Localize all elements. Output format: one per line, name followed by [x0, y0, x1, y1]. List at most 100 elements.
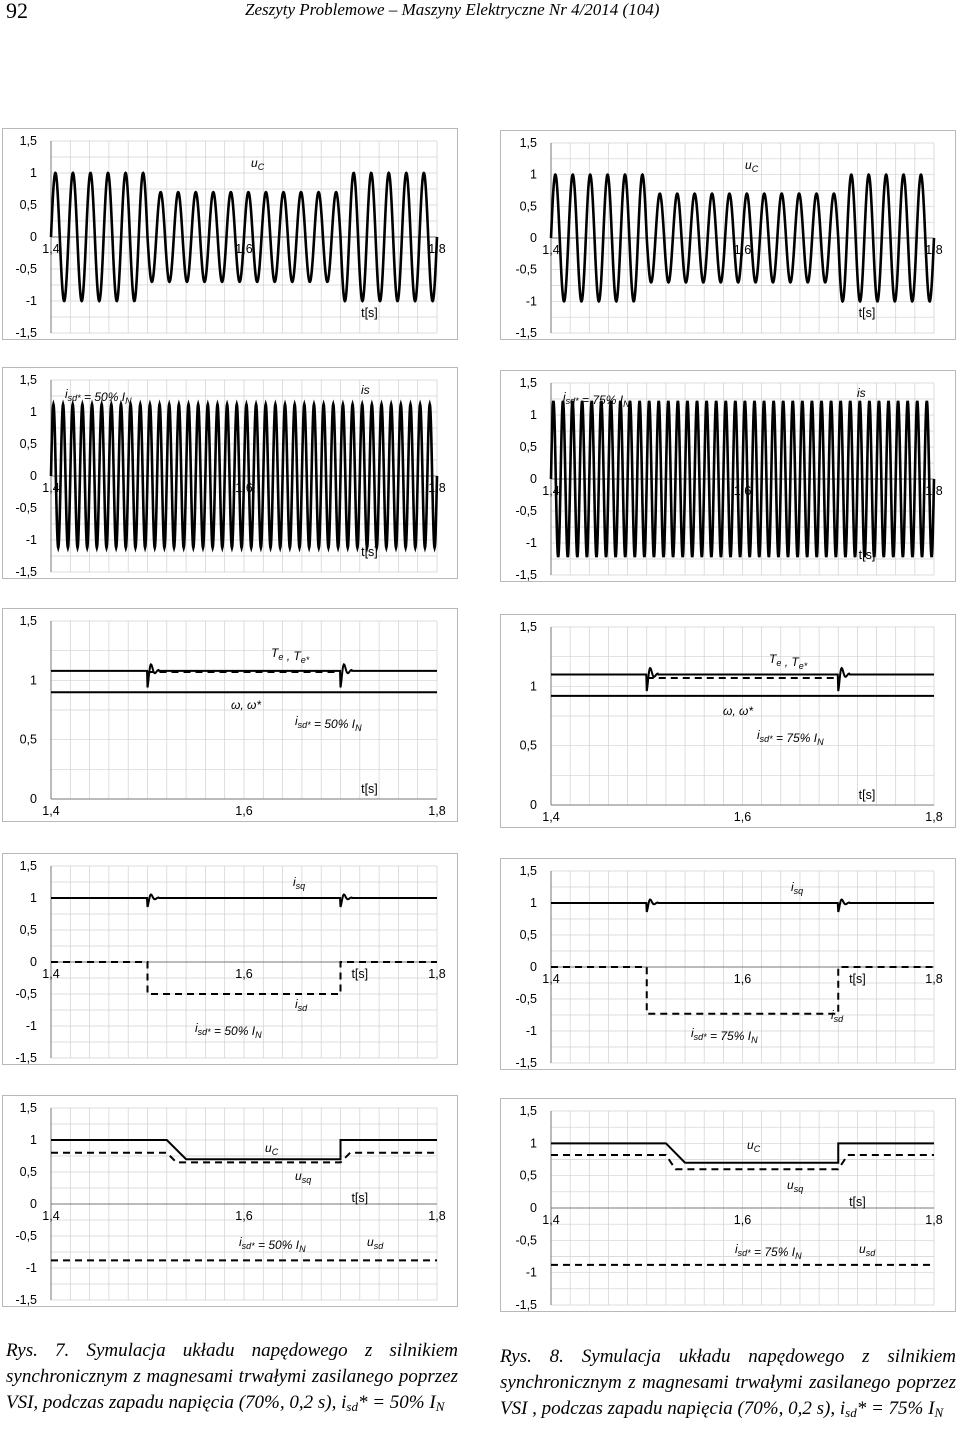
chart-annotation: uC	[745, 158, 759, 174]
y-tick-label: 1	[30, 405, 37, 419]
y-tick-label: 0,5	[20, 198, 37, 212]
y-tick-label: -1	[26, 1261, 37, 1275]
y-tick-label: 0,5	[520, 199, 537, 213]
y-tick-label: -1	[526, 536, 537, 550]
y-tick-label: 0,5	[20, 923, 37, 937]
y-tick-label: 0,5	[520, 739, 537, 753]
y-tick-label: 1,5	[20, 1101, 37, 1115]
x-tick-label: 1,6	[734, 972, 751, 986]
x-axis-label: t[s]	[361, 306, 378, 320]
y-tick-label: -1,5	[15, 565, 37, 579]
chart-panel-fig7-isdq: 1,5 1 0,5 0 -0,5 -1 -1,5 1,4 1,6 1,8 t[s] isq isd isd…	[2, 853, 458, 1065]
chart-svg-fig7-isdq: 1,5 1 0,5 0 -0,5 -1 -1,5 1,4 1,6 1,8 t[s] isq isd isd…	[15, 859, 445, 1065]
x-axis-label: t[s]	[849, 972, 866, 986]
chart-annotation: usq	[295, 1169, 311, 1185]
caption-fig7-sub1: sd	[346, 1399, 358, 1414]
chart-annotation: Te , Te*	[769, 652, 808, 671]
y-tick-label: 1,5	[520, 136, 537, 150]
journal-header: Zeszyty Problemowe – Maszyny Elektryczne…	[245, 0, 660, 19]
chart-annotation: usq	[787, 1178, 803, 1194]
caption-fig8-label: Rys. 8.	[500, 1346, 564, 1367]
chart-svg-fig8-is: 1,510,50-0,5-1-1,51,4 1,6 1,8t[s]isd* = 75…	[515, 376, 942, 582]
chart-panel-fig7-is: 1,5 1 0,5 0 -0,5 -1 -1,5 1,4 1,6 1,8 t[s] isd* = 50…	[2, 367, 458, 579]
series-line	[51, 1151, 437, 1164]
chart-svg-fig8-isdq: 1,5 1 0,5 0 -0,5 -1 -1,5 1,4 1,6 1,8 t[s] isq isd isd…	[515, 864, 942, 1070]
page-number: 92	[6, 0, 28, 23]
series-line	[51, 1139, 437, 1161]
chart-annotation: isd* = 50% IN	[239, 1235, 306, 1254]
y-tick-label: 1,5	[520, 864, 537, 878]
series-line	[551, 1153, 934, 1171]
y-tick-label: -1,5	[15, 1051, 37, 1065]
chart-annotation: is	[857, 386, 866, 400]
series-line	[49, 171, 439, 303]
y-tick-label: -1,5	[15, 326, 37, 340]
x-tick-label: 1,4	[42, 967, 59, 981]
y-tick-label: -1	[526, 294, 537, 308]
y-tick-label: 0	[530, 231, 537, 245]
y-tick-label: 0,5	[520, 440, 537, 454]
y-tick-label: -1	[526, 1266, 537, 1280]
chart-svg-fig8-udq: 1,5 1 0,5 0 -0,5 -1 -1,5 1,4 1,6 1,8 t[s] uC usq isd*…	[515, 1104, 942, 1312]
y-tick-label: 0,5	[20, 437, 37, 451]
chart-annotation: uC	[251, 156, 265, 172]
series-line	[549, 172, 936, 304]
x-tick-label: 1,6	[734, 810, 751, 824]
chart-panel-fig8-torque: 1,5 1 0,5 0 1,4 1,6 1,8 t[s] Te , Te* ω, ω* isd* =…	[500, 614, 956, 828]
grid	[550, 626, 935, 806]
x-tick-label: 1,4	[542, 810, 559, 824]
series-line	[551, 666, 934, 692]
chart-panel-fig8-is: 1,5 1 0,5 0 -0,5 -1 -1,5 1,4 1,6 1,8 t[s] isd* = 75…	[500, 370, 956, 582]
y-tick-label: -0,5	[15, 262, 37, 276]
y-tick-label: -1,5	[515, 1056, 537, 1070]
y-tick-label: 0	[30, 1197, 37, 1211]
caption-fig7-sub2: N	[435, 1399, 445, 1414]
y-tick-label: 0,5	[20, 1165, 37, 1179]
y-tick-label: 1,5	[20, 373, 37, 387]
chart-annotation: isd* = 50% IN	[65, 387, 132, 406]
y-tick-label: 1,5	[520, 376, 537, 390]
y-tick-label: 1,5	[20, 614, 37, 628]
y-tick-label: 1	[530, 1136, 537, 1150]
y-tick-label: 0	[530, 1201, 537, 1215]
y-tick-label: -0,5	[15, 987, 37, 1001]
chart-annotation: usd	[859, 1242, 876, 1258]
x-tick-label: 1,4	[42, 804, 59, 818]
y-tick-label: -1,5	[515, 1298, 537, 1312]
y-tick-label: 0,5	[520, 928, 537, 942]
y-tick-label: -0,5	[515, 1233, 537, 1247]
y-tick-label: 1	[30, 166, 37, 180]
y-tick-label: 1,5	[20, 859, 37, 873]
chart-annotation: isq	[791, 880, 803, 896]
x-tick-label: 1,8	[428, 1209, 445, 1223]
series-line	[551, 966, 934, 1015]
y-tick-label: -1,5	[515, 568, 537, 582]
caption-fig7: Rys. 7. Symulacja układu napędowego z si…	[6, 1338, 458, 1420]
chart-panel-fig7-uc: 1,5 1 0,5 0 -0,5 -1 -1,5 1,4 1,6 1,8 t[s] uC	[2, 128, 458, 340]
chart-annotation: is	[361, 383, 370, 397]
chart-annotation: isd	[831, 1008, 844, 1024]
chart-panel-fig8-udq: 1,5 1 0,5 0 -0,5 -1 -1,5 1,4 1,6 1,8 t[s] uC usq isd*…	[500, 1098, 956, 1312]
series-line	[51, 663, 437, 688]
y-tick-label: -0,5	[515, 504, 537, 518]
x-axis-label: t[s]	[361, 545, 378, 559]
y-tick-label: 1,5	[20, 134, 37, 148]
y-tick-label: 0,5	[520, 1169, 537, 1183]
chart-annotation: isd	[295, 997, 308, 1013]
y-tick-label: 1	[30, 1133, 37, 1147]
y-tick-label: 0	[30, 469, 37, 483]
chart-annotation: ω, ω*	[231, 698, 261, 712]
caption-fig8: Rys. 8. Symulacja układu napędowego z si…	[500, 1344, 956, 1426]
series-line	[549, 400, 936, 558]
chart-annotation: isd* = 50% IN	[195, 1021, 262, 1040]
y-tick-label: -1,5	[515, 326, 537, 340]
caption-fig8-mid: * = 75% I	[856, 1398, 935, 1419]
chart-svg-fig7-udq: 1,5 1 0,5 0 -0,5 -1 -1,5 1,4 1,6 1,8 t[s] uC usq isd*…	[15, 1101, 445, 1307]
caption-fig7-label: Rys. 7.	[6, 1340, 70, 1361]
y-tick-label: -1	[526, 1024, 537, 1038]
x-axis-label: t[s]	[859, 306, 876, 320]
chart-svg-fig7-is: 1,510,50-0,5-1-1,51,4 1,6 1,8t[s]isd* = 50…	[15, 373, 445, 579]
chart-annotation: usd	[367, 1235, 384, 1251]
chart-panel-fig7-torque: 1,5 1 0,5 0 1,4 1,6 1,8 t[s] Te , Te* ω, ω* isd* =…	[2, 608, 458, 822]
y-tick-label: -0,5	[15, 501, 37, 515]
